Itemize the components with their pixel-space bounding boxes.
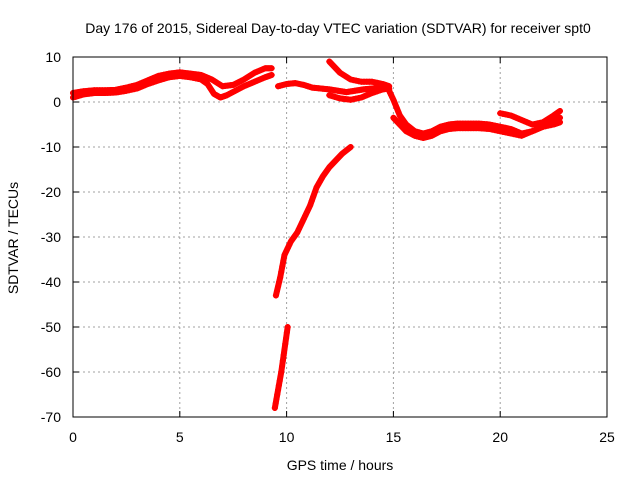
data-point [295, 226, 302, 233]
data-point [277, 274, 284, 281]
grid-lines [73, 57, 607, 417]
data-point [271, 405, 278, 411]
data-point [273, 288, 280, 294]
y-axis-label: SDTVAR / TECUs [5, 182, 21, 294]
data-point [283, 329, 290, 336]
data-point [278, 369, 285, 375]
data-point [299, 219, 306, 226]
data-point [277, 373, 284, 380]
series-trace-descent-lower [271, 324, 291, 411]
data-point [297, 222, 304, 229]
x-tick-label: 15 [386, 429, 402, 445]
x-tick-label: 0 [69, 429, 77, 445]
data-point [276, 279, 283, 285]
data-point [275, 283, 282, 290]
series-trace-descent-upper [272, 144, 354, 299]
data-point [395, 108, 402, 115]
x-tick-label: 25 [599, 429, 615, 445]
data-point [308, 198, 315, 204]
data-point [311, 189, 318, 195]
data-point [268, 65, 275, 72]
y-tick-label: -20 [41, 184, 61, 200]
data-point [282, 340, 289, 347]
data-point [279, 263, 286, 270]
data-point [286, 241, 293, 248]
tick-labels: 0 5 10 15 20 25 10 0 -10 -20 -30 -40 -50 -60 -70 [41, 49, 615, 445]
data-point [276, 378, 283, 384]
data-point [392, 100, 399, 107]
data-point [284, 245, 291, 252]
data-point [300, 216, 307, 222]
series-trace-mid-1 [275, 80, 393, 96]
data-series [70, 58, 564, 411]
data-point [283, 335, 290, 342]
y-tick-label: -40 [41, 274, 61, 290]
data-point [279, 357, 286, 364]
y-tick-label: 0 [53, 94, 61, 110]
y-tick-label: -70 [41, 409, 61, 425]
data-point [390, 96, 397, 103]
data-point [273, 396, 280, 402]
data-point [303, 209, 310, 216]
data-point [272, 400, 279, 407]
data-point [302, 212, 309, 219]
data-point [307, 202, 314, 209]
data-point [268, 72, 275, 78]
data-point [310, 193, 317, 200]
data-point [281, 252, 288, 258]
data-point [275, 382, 282, 389]
series-trace-late-2 [390, 114, 564, 141]
x-tick-label: 5 [176, 429, 184, 445]
data-point [305, 205, 312, 212]
y-tick-label: -60 [41, 364, 61, 380]
x-tick-label: 20 [492, 429, 508, 445]
data-point [280, 352, 287, 359]
y-tick-label: -30 [41, 229, 61, 245]
series-trace [272, 144, 354, 299]
data-point [294, 229, 301, 236]
chart-title: Day 176 of 2015, Sidereal Day-to-day VTE… [85, 20, 591, 36]
series-trace-mid-2 [326, 58, 393, 90]
data-point [280, 257, 287, 264]
x-tick-label: 10 [279, 429, 295, 445]
data-point [393, 104, 400, 111]
data-point [347, 144, 354, 150]
series-trace-main-high [70, 65, 275, 96]
x-axis-label: GPS time / hours [287, 457, 394, 473]
series-trace-late-3 [497, 108, 564, 128]
data-point [275, 387, 282, 393]
data-point [557, 108, 564, 114]
data-point [278, 268, 285, 275]
y-tick-label: 10 [45, 49, 61, 65]
y-tick-label: -10 [41, 139, 61, 155]
data-point [281, 346, 288, 353]
series-trace-mid-3 [326, 85, 393, 103]
y-tick-label: -50 [41, 319, 61, 335]
data-point [557, 114, 564, 121]
data-point [279, 363, 286, 370]
plot-frame [72, 56, 608, 418]
data-point [274, 391, 281, 398]
data-point [272, 292, 279, 299]
data-point [283, 248, 290, 255]
data-point [284, 324, 291, 330]
